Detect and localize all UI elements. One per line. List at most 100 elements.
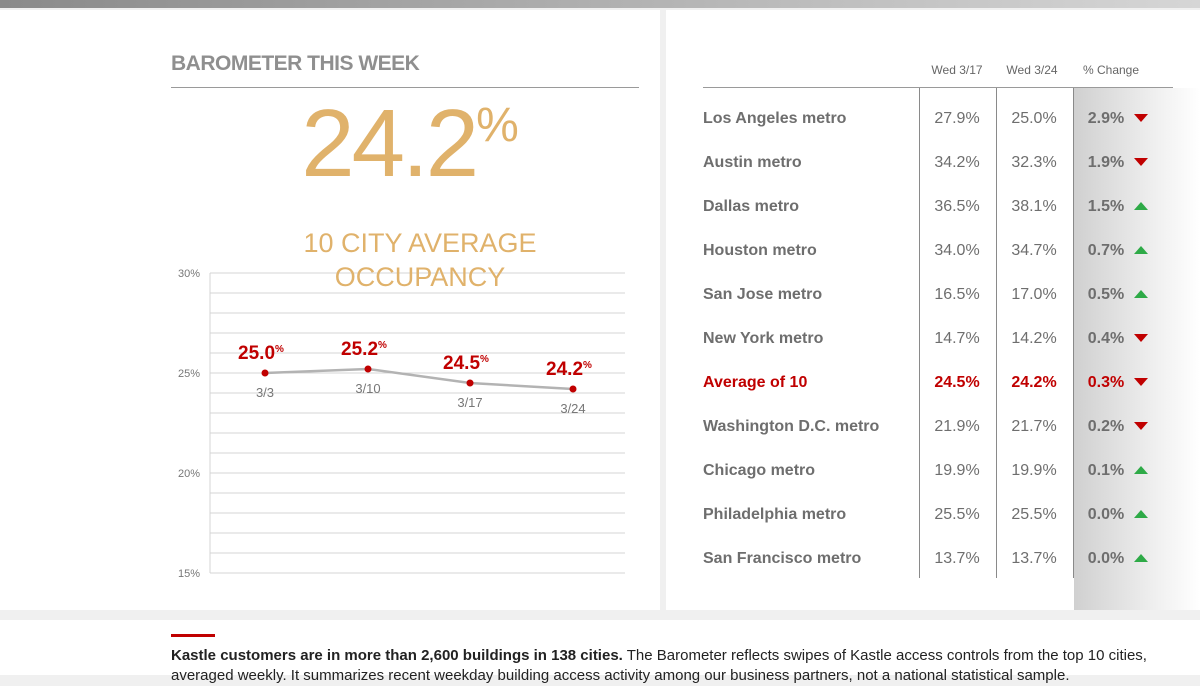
value-wed-324: 17.0%	[1011, 286, 1057, 303]
city-name: Houston metro	[703, 242, 817, 259]
value-wed-317: 36.5%	[934, 198, 980, 215]
table-row: Average of 10 24.5% 24.2% 0.3%	[0, 361, 1200, 405]
value-wed-317: 24.5%	[934, 374, 980, 391]
table-row: San Jose metro 16.5% 17.0% 0.5%	[0, 273, 1200, 317]
city-name: Washington D.C. metro	[703, 418, 880, 435]
up-arrow-icon	[1134, 202, 1148, 210]
table-header-divider	[703, 87, 1173, 88]
city-name: Dallas metro	[703, 198, 800, 215]
value-wed-324: 38.1%	[1011, 198, 1057, 215]
table-row: Dallas metro 36.5% 38.1% 1.5%	[0, 185, 1200, 229]
section-title: BAROMETER THIS WEEK	[171, 52, 420, 75]
up-arrow-icon	[1134, 554, 1148, 562]
value-wed-324: 25.5%	[1011, 506, 1057, 523]
x-tick-label: 3/17	[457, 395, 482, 410]
x-tick-label: 3/24	[560, 401, 585, 416]
down-arrow-icon	[1134, 334, 1148, 342]
up-arrow-icon	[1134, 510, 1148, 518]
value-wed-317: 34.0%	[934, 242, 980, 259]
left-panel	[0, 10, 660, 610]
table-row: Chicago metro 19.9% 19.9% 0.1%	[0, 449, 1200, 493]
city-name: Austin metro	[703, 154, 802, 171]
percent-change: 0.0%	[1087, 550, 1125, 567]
column-header-change: % Change	[1082, 63, 1140, 77]
value-wed-324: 34.7%	[1011, 242, 1057, 259]
table-row: Los Angeles metro 27.9% 25.0% 2.9%	[0, 97, 1200, 141]
percent-change: 0.5%	[1087, 286, 1125, 303]
city-name: San Jose metro	[703, 286, 823, 303]
table-column-divider	[919, 88, 920, 578]
up-arrow-icon	[1134, 466, 1148, 474]
table-column-divider	[996, 88, 997, 578]
value-wed-324: 32.3%	[1011, 154, 1057, 171]
data-point	[261, 369, 269, 377]
up-arrow-icon	[1134, 246, 1148, 254]
y-tick-label: 30%	[178, 268, 200, 280]
data-point	[569, 385, 577, 393]
value-wed-324: 19.9%	[1011, 462, 1057, 479]
data-label-unit: %	[480, 354, 489, 365]
data-label: 24.2%	[546, 359, 592, 380]
value-wed-317: 19.9%	[934, 462, 980, 479]
data-label-unit: %	[583, 360, 592, 371]
y-tick-label: 20%	[178, 468, 200, 480]
headline-value: 24.2%	[290, 96, 530, 192]
table-row: New York metro 14.7% 14.2% 0.4%	[0, 317, 1200, 361]
x-tick-label: 3/10	[355, 381, 380, 396]
data-label: 25.0%	[238, 343, 284, 364]
data-label: 25.2%	[341, 339, 387, 360]
footnote-accent-rule	[171, 634, 215, 637]
headline-number: 24.2	[301, 90, 479, 197]
value-wed-317: 13.7%	[934, 550, 980, 567]
table-row: Austin metro 34.2% 32.3% 1.9%	[0, 141, 1200, 185]
city-name: San Francisco metro	[703, 550, 862, 567]
percent-change: 1.5%	[1087, 198, 1125, 215]
column-header-wed-324: Wed 3/24	[1006, 63, 1058, 77]
city-name: Los Angeles metro	[703, 110, 847, 127]
percent-change: 0.2%	[1087, 418, 1125, 435]
value-wed-317: 16.5%	[934, 286, 980, 303]
percent-change: 0.0%	[1087, 506, 1125, 523]
table-row: Washington D.C. metro 21.9% 21.7% 0.2%	[0, 405, 1200, 449]
value-wed-317: 27.9%	[934, 110, 980, 127]
value-wed-324: 24.2%	[1011, 374, 1057, 391]
value-wed-324: 25.0%	[1011, 110, 1057, 127]
value-wed-317: 14.7%	[934, 330, 980, 347]
y-tick-label: 15%	[178, 568, 200, 580]
top-bar	[0, 0, 1200, 8]
data-point	[466, 379, 474, 387]
down-arrow-icon	[1134, 114, 1148, 122]
data-label: 24.5%	[443, 353, 489, 374]
data-label-unit: %	[275, 344, 284, 355]
percent-change: 0.7%	[1087, 242, 1125, 259]
percent-change: 0.4%	[1087, 330, 1125, 347]
percent-change: 1.9%	[1087, 154, 1125, 171]
footnote-bold: Kastle customers are in more than 2,600 …	[171, 647, 623, 664]
table-row: Houston metro 34.0% 34.7% 0.7%	[0, 229, 1200, 273]
headline-unit: %	[476, 99, 519, 152]
title-divider	[171, 87, 639, 88]
city-name: Chicago metro	[703, 462, 816, 479]
percent-change: 2.9%	[1087, 110, 1125, 127]
table-row: San Francisco metro 13.7% 13.7% 0.0%	[0, 537, 1200, 581]
table-row: Philadelphia metro 25.5% 25.5% 0.0%	[0, 493, 1200, 537]
value-wed-317: 21.9%	[934, 418, 980, 435]
city-name: Philadelphia metro	[703, 506, 847, 523]
value-wed-324: 13.7%	[1011, 550, 1057, 567]
value-wed-324: 14.2%	[1011, 330, 1057, 347]
percent-change: 0.1%	[1087, 462, 1125, 479]
percent-change: 0.3%	[1087, 374, 1125, 391]
headline-label-line2: OCCUPANCY	[334, 262, 506, 292]
data-point	[364, 365, 372, 373]
value-wed-317: 25.5%	[934, 506, 980, 523]
x-tick-label: 3/3	[256, 385, 274, 400]
footnote-panel	[0, 620, 1200, 675]
table-column-divider	[1073, 88, 1074, 578]
down-arrow-icon	[1134, 158, 1148, 166]
series-line	[264, 367, 574, 391]
y-tick-label: 25%	[178, 368, 200, 380]
value-wed-324: 21.7%	[1011, 418, 1057, 435]
change-column-shading	[1074, 88, 1200, 610]
up-arrow-icon	[1134, 290, 1148, 298]
footnote: Kastle customers are in more than 2,600 …	[171, 646, 1151, 686]
